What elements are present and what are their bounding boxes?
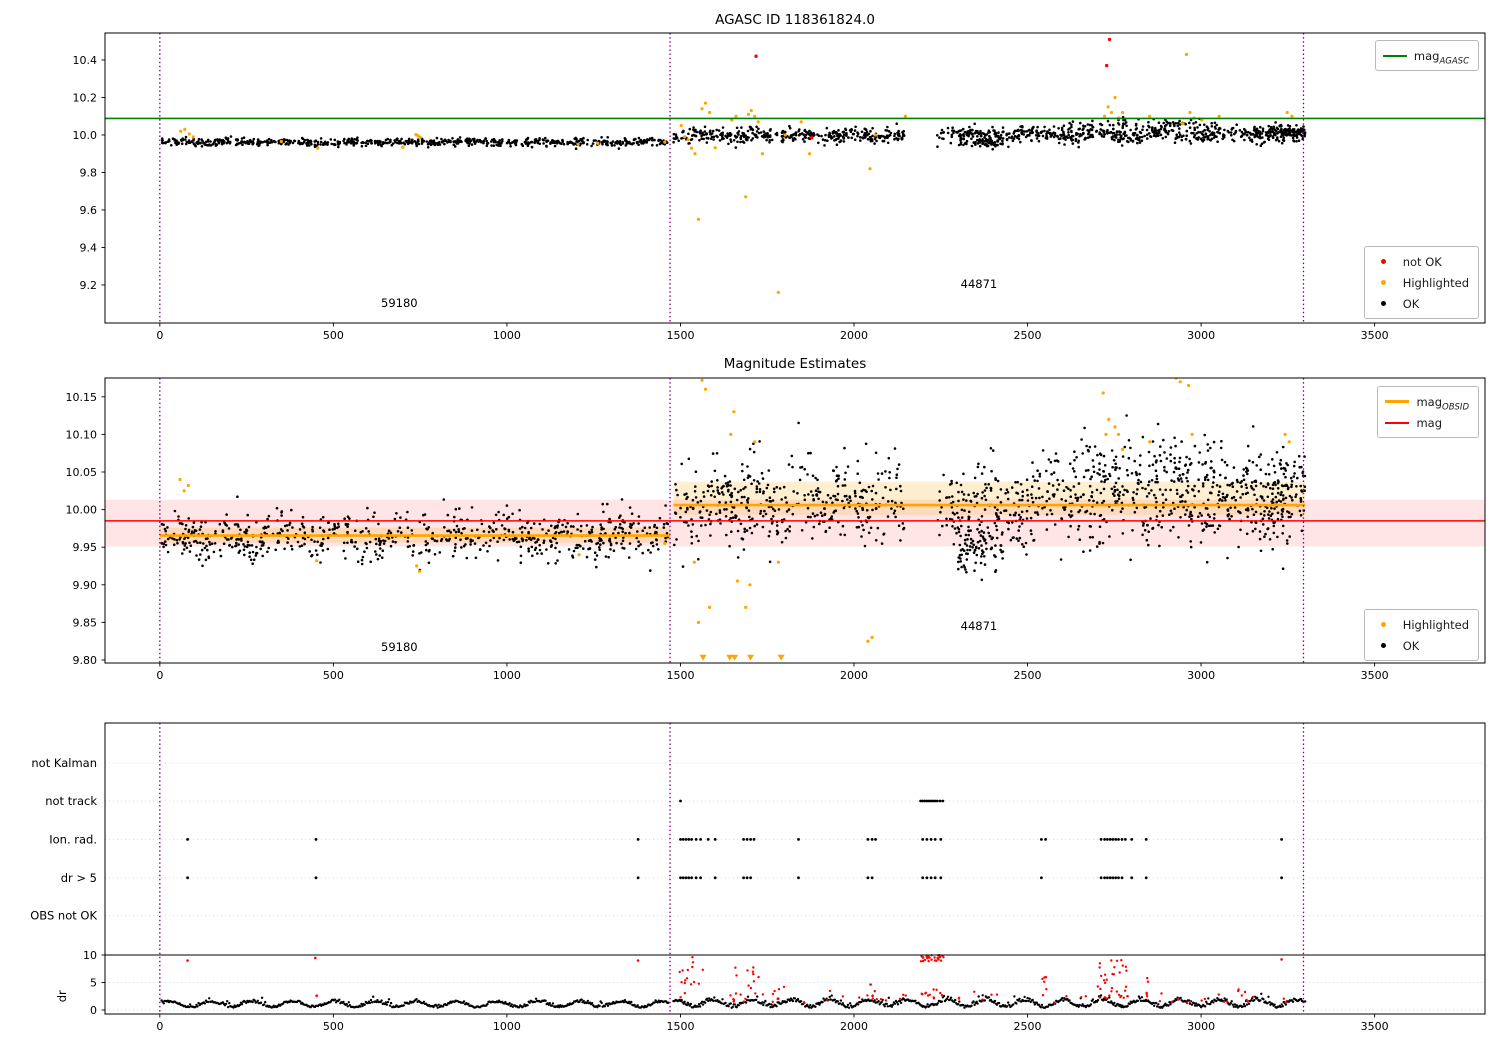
red-line-icon	[1385, 421, 1410, 424]
orange-dot-icon	[1372, 622, 1396, 627]
svg-text:2000: 2000	[840, 329, 868, 342]
svg-text:1000: 1000	[493, 669, 521, 682]
svg-text:0: 0	[156, 329, 163, 342]
svg-text:10.15: 10.15	[66, 391, 98, 404]
plot1-line-legend: magAGASC	[1374, 40, 1479, 71]
red-dot-icon	[1372, 259, 1396, 264]
svg-text:9.90: 9.90	[73, 579, 98, 592]
svg-text:3000: 3000	[1187, 669, 1215, 682]
legend-entry-ok: OK	[1372, 293, 1469, 314]
legend-label-highlighted-2: Highlighted	[1402, 617, 1469, 632]
orange-line-icon	[1385, 400, 1410, 403]
plot1-title: AGASC ID 118361824.0	[715, 12, 875, 28]
legend-entry-mag-agasc: magAGASC	[1382, 45, 1469, 66]
svg-text:3500: 3500	[1361, 669, 1389, 682]
legend-entry-ok-2: OK	[1372, 635, 1469, 656]
legend-entry-mag-obsid: magOBSID	[1385, 391, 1469, 412]
legend-entry-mag: mag	[1385, 412, 1469, 433]
svg-text:10.2: 10.2	[73, 91, 98, 104]
orange-dot-icon	[1372, 280, 1396, 285]
svg-text:0: 0	[156, 669, 163, 682]
green-line-icon	[1382, 54, 1407, 57]
legend-entry-not-ok: not OK	[1372, 251, 1469, 272]
svg-text:10.10: 10.10	[66, 428, 98, 441]
svg-text:1500: 1500	[666, 669, 694, 682]
svg-text:59180: 59180	[381, 296, 418, 310]
svg-text:3000: 3000	[1187, 329, 1215, 342]
black-dot-icon	[1372, 301, 1396, 306]
plot1-marker-legend: not OK Highlighted OK	[1363, 246, 1479, 319]
svg-text:44871: 44871	[961, 619, 998, 633]
legend-label-mag-obsid: magOBSID	[1416, 394, 1469, 412]
legend-entry-highlighted: Highlighted	[1372, 272, 1469, 293]
svg-text:500: 500	[323, 329, 344, 342]
svg-text:9.8: 9.8	[80, 166, 98, 179]
plot2-line-legend: magOBSID mag	[1377, 386, 1479, 438]
svg-text:9.85: 9.85	[73, 616, 98, 629]
svg-text:9.2: 9.2	[80, 279, 98, 292]
svg-text:44871: 44871	[961, 277, 998, 291]
legend-label-mag-agasc: magAGASC	[1413, 48, 1469, 66]
legend-label-ok-2: OK	[1402, 638, 1420, 653]
svg-text:500: 500	[323, 669, 344, 682]
svg-text:1000: 1000	[493, 329, 521, 342]
black-dot-icon	[1372, 643, 1396, 648]
svg-text:10.05: 10.05	[66, 466, 98, 479]
legend-label-ok: OK	[1402, 296, 1420, 311]
legend-label-not-ok: not OK	[1402, 254, 1442, 269]
svg-text:3500: 3500	[1361, 329, 1389, 342]
svg-text:10.4: 10.4	[73, 54, 98, 67]
svg-text:10.0: 10.0	[73, 129, 98, 142]
svg-text:59180: 59180	[381, 640, 418, 654]
legend-label-highlighted: Highlighted	[1402, 275, 1469, 290]
svg-text:9.4: 9.4	[80, 241, 98, 254]
plot2-title: Magnitude Estimates	[723, 356, 867, 372]
svg-text:2000: 2000	[840, 669, 868, 682]
svg-text:1500: 1500	[666, 329, 694, 342]
svg-text:2500: 2500	[1014, 669, 1042, 682]
plot2-marker-legend: Highlighted OK	[1363, 609, 1479, 661]
svg-text:9.6: 9.6	[80, 204, 98, 217]
svg-text:9.80: 9.80	[73, 654, 98, 667]
svg-text:9.95: 9.95	[73, 541, 98, 554]
svg-text:10.00: 10.00	[66, 504, 98, 517]
legend-label-mag: mag	[1416, 415, 1443, 430]
legend-entry-highlighted-2: Highlighted	[1372, 614, 1469, 635]
svg-text:2500: 2500	[1014, 329, 1042, 342]
